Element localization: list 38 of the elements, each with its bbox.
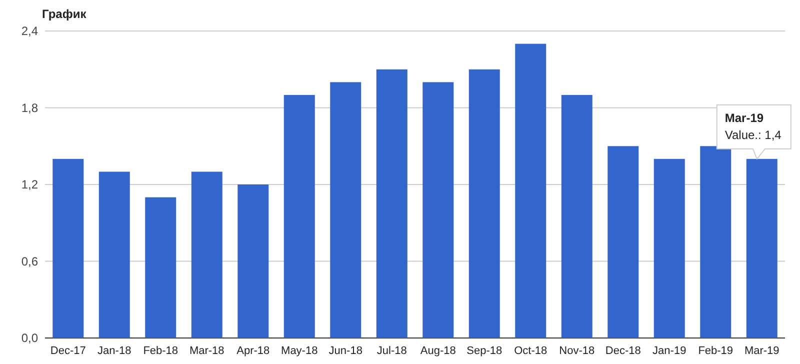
bar xyxy=(608,146,639,338)
bar xyxy=(52,158,84,338)
bar xyxy=(654,158,685,338)
x-tick-label: Sep-18 xyxy=(466,345,502,357)
bar xyxy=(145,197,176,338)
chart-title: График xyxy=(42,7,88,21)
y-tick-label: 0,6 xyxy=(21,254,38,268)
x-tick-label: May-18 xyxy=(281,345,318,357)
y-tick-label: 0,0 xyxy=(21,331,38,346)
x-tick-label: Dec-17 xyxy=(50,345,86,357)
bar xyxy=(561,94,592,338)
annotation: Mar-19 Value.: 1,4 xyxy=(724,110,782,142)
bar xyxy=(515,44,546,338)
bar xyxy=(284,94,315,338)
x-tick-label: Jun-18 xyxy=(328,345,362,357)
y-tick-label: 1,2 xyxy=(21,178,38,192)
bar xyxy=(98,172,130,338)
y-tick-label: 2,4 xyxy=(21,24,38,38)
x-tick-label: Nov-18 xyxy=(559,345,595,357)
x-tick-label: Aug-18 xyxy=(420,345,456,357)
x-tick-label: Apr-18 xyxy=(236,345,270,357)
x-tick-label: Jan-18 xyxy=(98,345,132,357)
x-tick-label: Feb-19 xyxy=(698,345,734,357)
bar xyxy=(191,172,222,338)
bar xyxy=(700,146,732,338)
x-tick-label: Mar-18 xyxy=(189,345,224,357)
x-tick-label: Feb-18 xyxy=(143,345,178,357)
y-tick-label: 1,8 xyxy=(21,100,38,115)
x-tick-label: Dec-18 xyxy=(605,345,641,357)
x-tick-label: Mar-19 xyxy=(744,345,780,357)
bar xyxy=(330,82,362,338)
bar xyxy=(238,184,269,338)
x-tick-label: Oct-18 xyxy=(514,345,548,357)
x-tick-label: Jan-19 xyxy=(652,345,686,357)
bar xyxy=(376,69,408,338)
x-tick-label: Jul-18 xyxy=(376,345,407,357)
bar xyxy=(422,82,454,338)
bar xyxy=(468,69,500,338)
